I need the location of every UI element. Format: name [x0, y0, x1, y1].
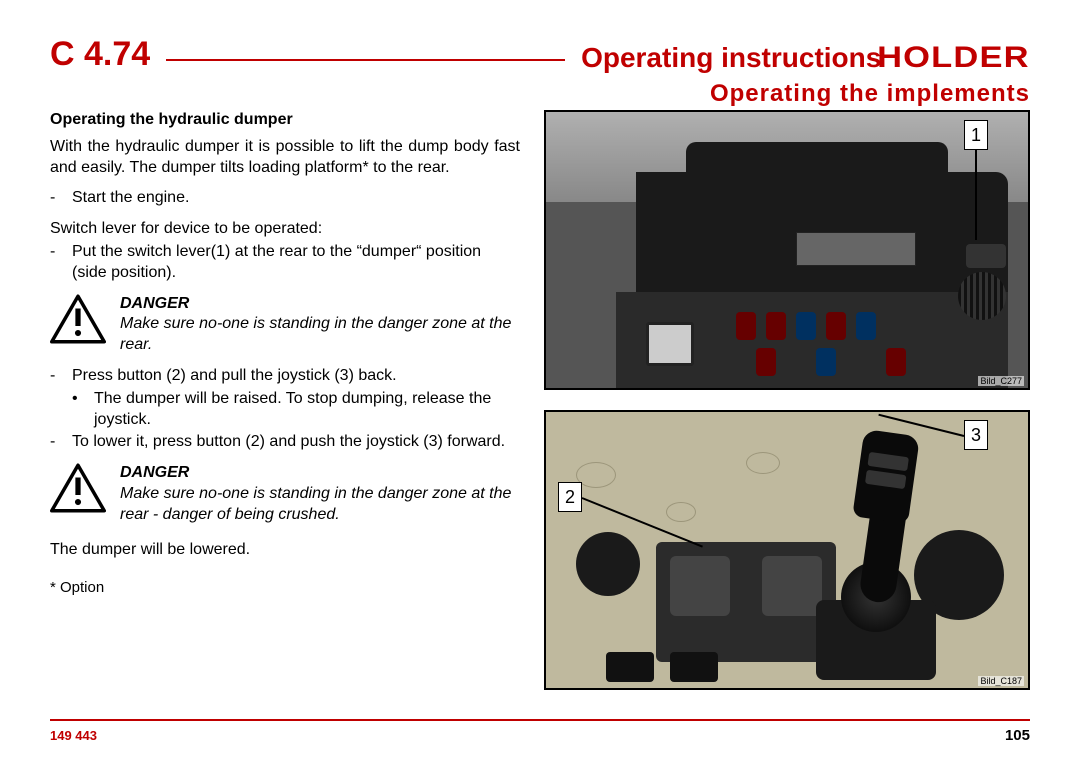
callout-3: 3 — [964, 420, 988, 450]
step-list-2: - Put the switch lever(1) at the rear to… — [50, 242, 520, 284]
holder-logo: HOLDER — [877, 41, 1030, 75]
dash-icon: - — [50, 188, 72, 209]
figure-caption: Bild_C187 — [978, 676, 1024, 686]
intro-paragraph: With the hydraulic dumper it is possible… — [50, 137, 520, 179]
figure-1: 1 Bild_C277 — [544, 110, 1030, 390]
section-heading: Operating the hydraulic dumper — [50, 110, 520, 131]
warning-text: DANGER Make sure no-one is standing in t… — [120, 294, 520, 356]
bullet-icon: • — [72, 389, 94, 431]
closing-line: The dumper will be lowered. — [50, 540, 520, 561]
page-header: C 4.74 Operating instructions HOLDER — [50, 36, 1030, 72]
step-text: To lower it, press button (2) and push t… — [72, 432, 505, 453]
warning-triangle-icon — [50, 294, 106, 344]
step-list-1: - Start the engine. — [50, 188, 520, 209]
doc-number: 149 443 — [50, 728, 97, 743]
list-item: - Put the switch lever(1) at the rear to… — [50, 242, 520, 284]
callout-line — [975, 150, 977, 240]
callout-1: 1 — [964, 120, 988, 150]
warning-text: DANGER Make sure no-one is standing in t… — [120, 463, 520, 525]
content-area: Operating the hydraulic dumper With the … — [50, 110, 1030, 690]
option-footnote: * Option — [50, 578, 520, 598]
danger-label: DANGER — [120, 463, 520, 484]
text-column: Operating the hydraulic dumper With the … — [50, 110, 520, 690]
figure-2: 2 3 Bild_C187 — [544, 410, 1030, 690]
dash-icon: - — [50, 242, 72, 284]
danger-block-1: DANGER Make sure no-one is standing in t… — [50, 294, 520, 356]
step-text: Start the engine. — [72, 188, 189, 209]
list-item: - Press button (2) and pull the joystick… — [50, 366, 520, 387]
step-text: Press button (2) and pull the joystick (… — [72, 366, 397, 387]
step-text: Put the switch lever(1) at the rear to t… — [72, 242, 520, 284]
page-footer: 149 443 105 — [50, 719, 1030, 744]
list-item: - To lower it, press button (2) and push… — [50, 432, 520, 453]
page-number: 105 — [1005, 727, 1030, 744]
section-subtitle: Operating the implements — [710, 80, 1030, 108]
callout-2: 2 — [558, 482, 582, 512]
model-number: C 4.74 — [50, 37, 150, 71]
figure-caption: Bild_C277 — [978, 376, 1024, 386]
document-title: Operating instructions — [581, 42, 881, 74]
list-item: - Start the engine. — [50, 188, 520, 209]
figure-column: 1 Bild_C277 2 3 Bi — [544, 110, 1030, 690]
dash-icon: - — [50, 432, 72, 453]
dash-icon: - — [50, 366, 72, 387]
subtitle-row: Operating the implements — [50, 80, 1030, 108]
sub-list-item: • The dumper will be raised. To stop dum… — [50, 389, 520, 431]
header-rule — [166, 59, 565, 61]
danger-label: DANGER — [120, 294, 520, 315]
danger-body: Make sure no-one is standing in the dang… — [120, 484, 520, 526]
step-list-3: - Press button (2) and pull the joystick… — [50, 366, 520, 453]
danger-body: Make sure no-one is standing in the dang… — [120, 314, 520, 356]
warning-triangle-icon — [50, 463, 106, 513]
switch-line: Switch lever for device to be operated: — [50, 219, 520, 240]
sub-step-text: The dumper will be raised. To stop dumpi… — [94, 389, 520, 431]
danger-block-2: DANGER Make sure no-one is standing in t… — [50, 463, 520, 525]
